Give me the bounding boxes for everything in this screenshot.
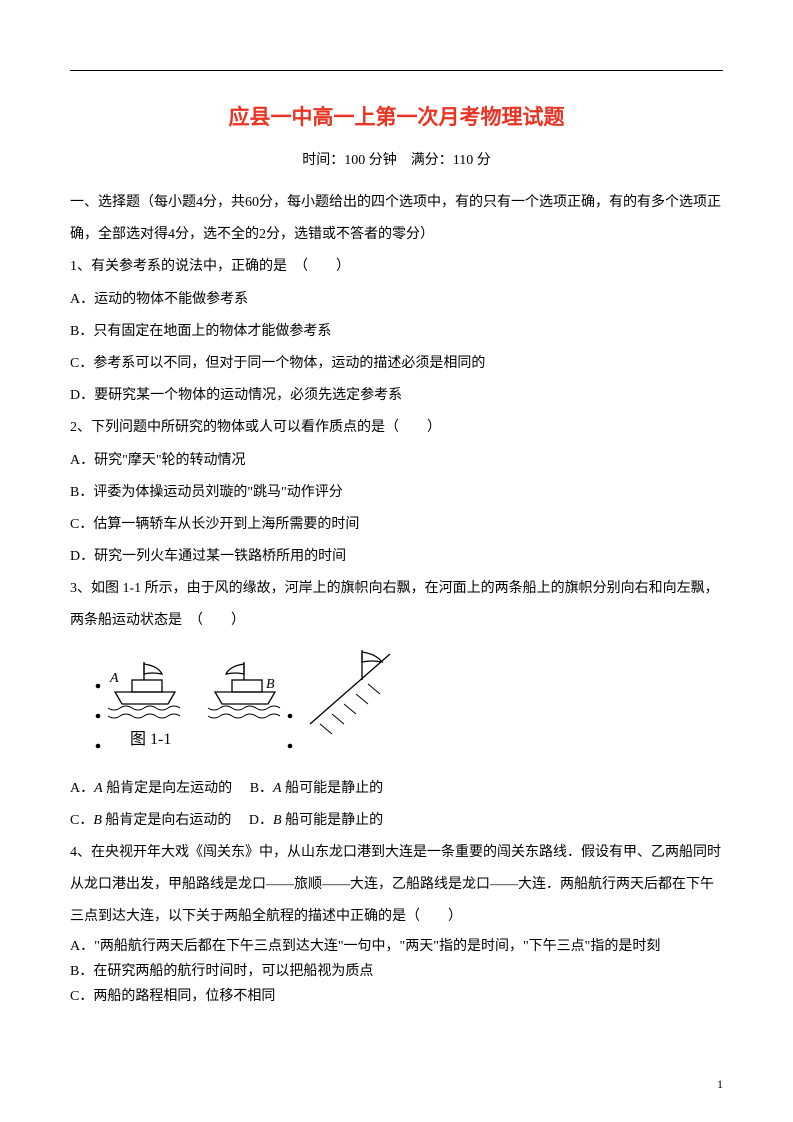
exam-page: 应县一中高一上第一次月考物理试题 时间：100 分钟 满分：110 分 一、选择… [0, 0, 793, 1122]
q1-opt-d: D．要研究某一个物体的运动情况，必须先选定参考系 [70, 380, 723, 412]
q1-opt-a: A．运动的物体不能做参考系 [70, 284, 723, 316]
q3-opt-row2: C．B 船肯定是向右运动的 D．B 船可能是静止的 [70, 805, 723, 837]
q3-c-post: 船肯定是向右运动的 [102, 813, 232, 828]
q4-opt-c: C．两船的路程相同，位移不相同 [70, 984, 723, 1009]
q3-b-post: 船可能是静止的 [282, 781, 384, 796]
q4-opt-a: A．"两船航行两天后都在下午三点到达大连"一句中，"两天"指的是时间，"下午三点… [70, 934, 723, 959]
q2-opt-d: D．研究一列火车通过某一铁路桥所用的时间 [70, 541, 723, 573]
exam-title: 应县一中高一上第一次月考物理试题 [70, 101, 723, 131]
q2-opt-c: C．估算一辆轿车从长沙开到上海所需要的时间 [70, 509, 723, 541]
q1-opt-b: B．只有固定在地面上的物体才能做参考系 [70, 316, 723, 348]
q3-figure: A B [70, 644, 723, 769]
q3-b-pre: B． [250, 781, 273, 796]
boat-a-icon: A [108, 662, 180, 718]
q2-opt-a: A．研究"摩天"轮的转动情况 [70, 445, 723, 477]
dot-icon [96, 743, 101, 748]
q3-a-i: A [94, 781, 103, 796]
exam-subtitle: 时间：100 分钟 满分：110 分 [70, 149, 723, 169]
boat-b-icon: B [208, 662, 280, 718]
dot-icon [96, 713, 101, 718]
q3-a-pre: A． [70, 781, 94, 796]
q1-stem: 1、有关参考系的说法中，正确的是 （ ） [70, 251, 723, 283]
q3-c-pre: C． [70, 813, 93, 828]
boat-a-label: A [109, 671, 119, 686]
dot-icon [288, 743, 293, 748]
q3-b-i: A [273, 781, 282, 796]
q3-d-pre: D． [249, 813, 273, 828]
q2-opt-b: B．评委为体操运动员刘璇的"跳马"动作评分 [70, 477, 723, 509]
q4-opt-b: B．在研究两船的航行时间时，可以把船视为质点 [70, 959, 723, 984]
q3-opt-row1: A．A 船肯定是向左运动的 B．A 船可能是静止的 [70, 773, 723, 805]
q3-d-post: 船可能是静止的 [282, 813, 384, 828]
q3-stem: 3、如图 1-1 所示，由于风的缘故，河岸上的旗帜向右飘，在河面上的两条船上的旗… [70, 573, 723, 637]
shore-icon [310, 650, 390, 734]
q3-c-i: B [93, 813, 102, 828]
top-rule [70, 70, 723, 71]
dot-icon [96, 683, 101, 688]
q2-stem: 2、下列问题中所研究的物体或人可以看作质点的是（ ） [70, 412, 723, 444]
dot-icon [288, 713, 293, 718]
q3-d-i: B [273, 813, 282, 828]
page-number: 1 [717, 1077, 723, 1092]
q1-opt-c: C．参考系可以不同，但对于同一个物体，运动的描述必须是相同的 [70, 348, 723, 380]
q3-a-post: 船肯定是向左运动的 [103, 781, 233, 796]
section-intro: 一、选择题（每小题4分，共60分，每小题给出的四个选项中，有的只有一个选项正确，… [70, 187, 723, 251]
boat-b-label: B [266, 677, 275, 692]
boats-diagram: A B [70, 644, 430, 764]
q4-stem: 4、在央视开年大戏《闯关东》中，从山东龙口港到大连是一条重要的闯关东路线．假设有… [70, 837, 723, 934]
figure-caption: 图 1-1 [130, 731, 171, 748]
